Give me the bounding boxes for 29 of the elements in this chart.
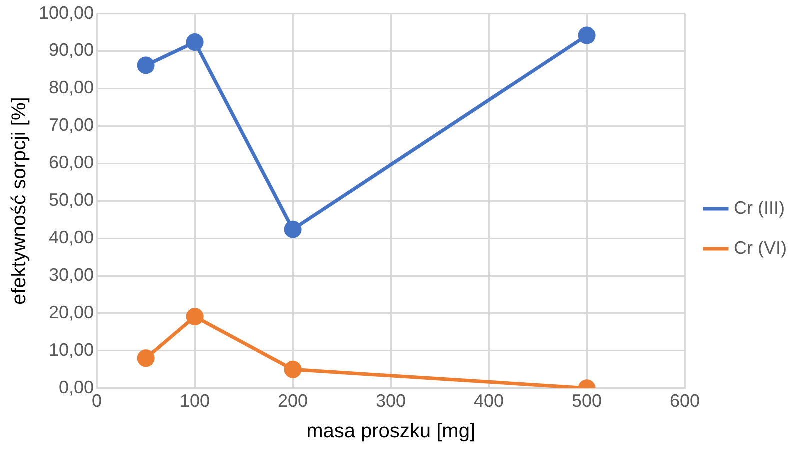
x-tick-label: 300: [376, 391, 406, 412]
y-tick-label: 70,00: [49, 115, 94, 136]
legend-label: Cr (VI): [734, 238, 788, 258]
y-tick-label: 30,00: [49, 264, 94, 285]
point: [137, 350, 155, 368]
x-tick-label: 0: [92, 391, 102, 412]
point: [186, 34, 204, 52]
y-tick-label: 10,00: [49, 340, 94, 360]
point: [578, 26, 596, 44]
y-tick-label: 20,00: [49, 302, 94, 322]
x-tick-label: 600: [670, 391, 700, 412]
point: [186, 308, 204, 326]
y-tick-label: 0,00: [59, 377, 94, 398]
point: [284, 220, 302, 238]
y-tick-label: 100,00: [38, 2, 94, 23]
point: [284, 360, 302, 378]
x-tick-label: 500: [572, 391, 602, 412]
legend-label: Cr (III): [734, 198, 786, 218]
y-tick-label: 40,00: [49, 228, 94, 248]
x-tick-label: 100: [180, 391, 210, 412]
y-tick-label: 50,00: [49, 190, 94, 210]
y-tick-label: 90,00: [49, 40, 94, 60]
y-axis-title: efektywność sorpcji [%]: [8, 97, 31, 306]
x-axis-title: masa proszku [mg]: [306, 420, 476, 443]
y-tick-label: 60,00: [49, 152, 94, 173]
x-tick-label: 200: [278, 391, 308, 412]
y-tick-label: 80,00: [49, 78, 94, 98]
point: [137, 56, 155, 74]
x-tick-label: 400: [474, 391, 504, 412]
